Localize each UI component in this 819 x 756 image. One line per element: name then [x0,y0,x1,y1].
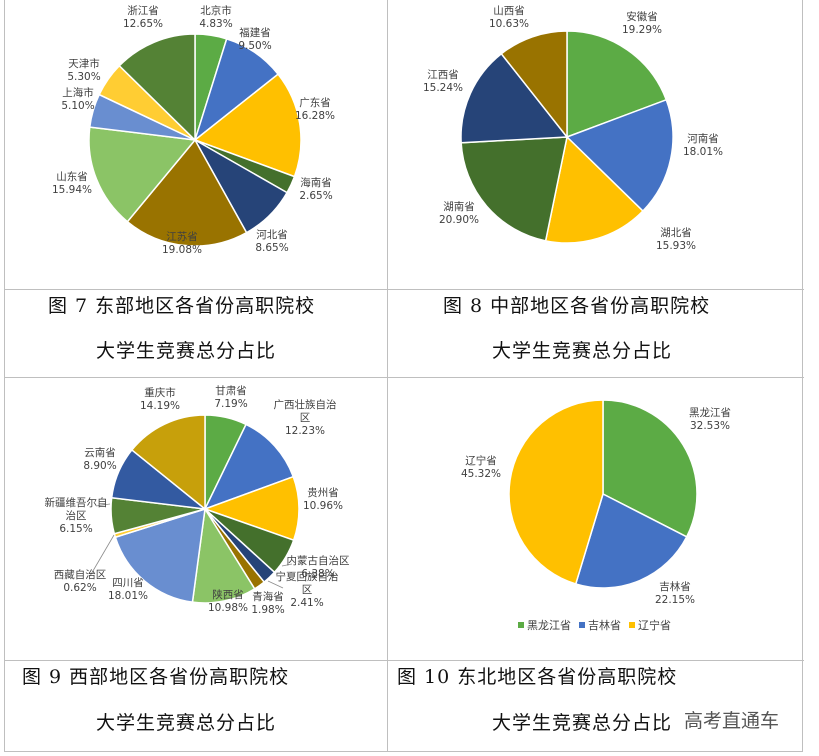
slice-label: 山东省 15.94% [52,170,92,196]
caption-8-line1: 图 8 中部地区各省份高职院校 [443,295,711,317]
legend-item: 吉林省 [579,617,621,633]
slice-label: 上海市 5.10% [61,86,94,112]
slice-label: 四川省 18.01% [108,576,148,602]
pie-slice [114,507,206,604]
legend-northeast: 黑龙江省 吉林省 辽宁省 [518,617,671,633]
slice-label: 西藏自治区 0.62% [54,568,107,594]
pie-chart-east: 北京市 4.83%福建省 9.50% 广东省 16.28% 海南省 2.65% 河北省 8.65… [52,4,335,256]
pie-slice [565,98,674,213]
legend-label: 吉林省 [588,619,621,632]
legend-label: 辽宁省 [638,619,671,632]
pie-slice [566,30,668,139]
slice-label: 山西省 10.63% [489,4,529,30]
slice-label: 河北省 8.65% [255,228,288,254]
pie-slice [460,136,568,242]
slice-label: 安徽省 19.29% [622,10,662,36]
pie-slice [88,126,197,223]
caption-9-line1: 图 9 西部地区各省份高职院校 [22,666,290,688]
column-divider [387,0,388,752]
pie-slice [118,33,196,142]
slice-label: 广西壮族自治区 12.23% [274,398,337,437]
pie-slice [460,52,569,144]
pie-slice [602,399,698,538]
slice-label: 福建省 9.50% [238,26,271,52]
legend-label: 黑龙江省 [527,619,571,632]
caption-10-line2: 大学生竞赛总分占比 [492,712,673,734]
slice-label: 吉林省 22.15% [655,580,695,606]
legend-item: 黑龙江省 [518,617,571,633]
pie-chart-west: 甘肃省 7.19% 广西壮族自治区 12.23% 贵州省 10.96% 内蒙古自治区 6.38… [45,384,350,616]
slice-label: 青海省 1.98% [251,590,284,616]
slice-label: 河南省 18.01% [683,132,723,158]
watermark-text: 高考直通车 [684,706,780,733]
slice-label: 海南省 2.65% [299,176,332,202]
row-divider-1 [5,289,804,290]
slice-label: 陕西省 10.98% [208,588,248,614]
caption-8-line2: 大学生竞赛总分占比 [492,340,673,362]
slice-label: 湖北省 15.93% [656,226,696,252]
slice-label: 天津市 5.30% [67,57,100,83]
caption-7-line1: 图 7 东部地区各省份高职院校 [48,295,316,317]
slice-label: 贵州省 10.96% [303,486,343,512]
leader-line [89,534,115,577]
slice-label: 江西省 15.24% [423,68,463,94]
slice-label: 云南省 8.90% [83,446,116,472]
row-divider-2 [5,377,804,378]
pie-chart-northeast: 黑龙江省 32.53% 吉林省 22.15% 辽宁省 45.32% [461,399,731,606]
row-divider-3 [5,660,804,661]
slice-label: 重庆市 14.19% [140,386,180,412]
slice-label: 宁夏回族自治区 2.41% [276,570,339,609]
caption-10-line1: 图 10 东北地区各省份高职院校 [397,666,678,688]
pie-slice [544,135,644,244]
pie-slice [126,138,248,247]
pie-slice [130,414,206,511]
legend-swatch [518,622,524,628]
legend-swatch [629,622,635,628]
pie-slice [191,506,256,604]
slice-label: 新疆维吾尔自治区 6.15% [45,496,108,535]
pie-slice [193,73,302,178]
pie-slice [508,399,604,585]
slice-label: 内蒙古自治区 6.38% [287,554,350,580]
caption-9-line2: 大学生竞赛总分占比 [96,712,277,734]
slice-label: 黑龙江省 32.53% [689,406,731,432]
pie-slice [202,475,300,542]
pie-slice [574,492,688,589]
slice-label: 甘肃省 7.19% [214,384,247,410]
leader-line [267,580,284,589]
caption-7-line2: 大学生竞赛总分占比 [96,340,277,362]
legend-swatch [579,622,585,628]
figure-grid [4,0,804,752]
slice-label: 广东省 16.28% [295,96,335,122]
pie-chart-central: 安徽省 19.29% 河南省 18.01% 湖北省 15.93% 湖南省 20.90% 江西省 1… [423,4,723,252]
slice-label: 江苏省 19.08% [162,230,202,256]
slice-label: 浙江省 12.65% [123,4,163,30]
pie-slice [500,30,568,140]
legend-item: 辽宁省 [629,617,671,633]
slice-label: 北京市 4.83% [199,4,232,30]
slice-label: 辽宁省 45.32% [461,454,501,480]
pie-slice [203,423,295,511]
slice-label: 湖南省 20.90% [439,200,479,226]
leader-line [281,563,293,567]
leader-line [95,503,111,507]
